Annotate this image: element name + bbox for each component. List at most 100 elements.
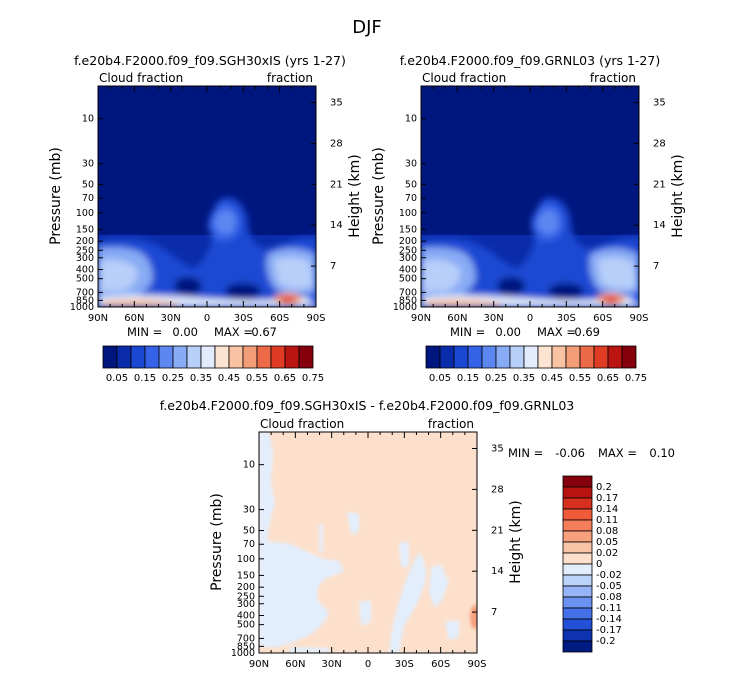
height-tick-label: 35: [491, 444, 504, 455]
x-tick-label: 0: [204, 313, 210, 324]
colorbar-label: 0.02: [596, 548, 618, 559]
colorbar-swatch: [439, 345, 455, 369]
x-tick-label: 90N: [249, 659, 269, 670]
colorbar-swatch: [228, 345, 244, 369]
height-tick-label: 28: [653, 138, 666, 149]
panel-2-colorbar: 0.05 0.15 0.25 0.35 0.45 0.55 0.65 0.75: [425, 345, 647, 384]
height-tick-label: 21: [653, 179, 666, 190]
panel-2-min-value: 0.00: [495, 325, 521, 339]
colorbar-swatch: [144, 345, 160, 369]
panel-1-colorbar: 0.05 0.15 0.25 0.35 0.45 0.55 0.65 0.75: [102, 345, 324, 384]
y-tick-label: 30: [405, 159, 417, 170]
panel-1-max-label: MAX =: [214, 325, 253, 339]
colorbar-label: -0.02: [596, 570, 622, 581]
panel-2-max-label: MAX =: [537, 325, 576, 339]
season-title: DJF: [352, 17, 382, 38]
panel-2-ylabel: Pressure (mb): [371, 147, 387, 245]
colorbar-label: 0.05: [106, 373, 128, 384]
colorbar-swatch: [593, 345, 609, 369]
panel-3-ylabel: Pressure (mb): [209, 493, 225, 591]
colorbar-swatch: [562, 585, 593, 598]
colorbar-swatch: [562, 629, 593, 642]
colorbar-label: 0.45: [541, 373, 563, 384]
x-tick-label: 60N: [447, 313, 467, 324]
y-tick-label: 50: [82, 179, 94, 190]
y-tick-label: 700: [399, 287, 417, 298]
height-tick-label: 7: [653, 261, 659, 272]
colorbar-swatch: [102, 345, 118, 369]
y-tick-label: 1000: [70, 302, 94, 313]
colorbar-label: 0.11: [596, 515, 618, 526]
height-tick-label: 28: [491, 484, 504, 495]
x-tick-label: 30N: [161, 313, 181, 324]
colorbar-swatch: [621, 345, 637, 369]
colorbar-swatch: [562, 607, 593, 620]
x-tick-label: 60S: [270, 313, 289, 324]
colorbar-swatch: [270, 345, 286, 369]
y-tick-label: 10: [405, 114, 417, 125]
colorbar-swatch: [562, 574, 593, 587]
panel-2-right-label: fraction: [590, 71, 636, 85]
x-tick-label: 30S: [234, 313, 253, 324]
y-tick-label: 400: [76, 265, 94, 276]
y-tick-label: 850: [237, 641, 255, 652]
panel-1: f.e20b4.F2000.f09_f09.SGH30xIS (yrs 1-27…: [48, 53, 363, 384]
colorbar-swatch: [495, 345, 511, 369]
colorbar-label: -0.14: [596, 614, 622, 625]
y-tick-label: 850: [399, 295, 417, 306]
panel-3-min-label: MIN =: [508, 446, 543, 460]
panel-2-contour-field: [421, 86, 641, 307]
x-tick-label: 60S: [593, 313, 612, 324]
y-tick-label: 150: [237, 570, 255, 581]
y-tick-label: 10: [243, 460, 255, 471]
y-tick-label: 500: [399, 274, 417, 285]
y-tick-label: 400: [399, 265, 417, 276]
y-tick-label: 200: [237, 582, 255, 593]
panel-3-min-value: -0.06: [555, 446, 585, 460]
y-tick-label: 150: [76, 224, 94, 235]
x-tick-label: 60S: [431, 659, 450, 670]
panel-2-title: f.e20b4.F2000.f09_f09.GRNL03 (yrs 1-27): [400, 53, 660, 68]
y-tick-label: 100: [237, 554, 255, 565]
x-tick-label: 60N: [124, 313, 144, 324]
y-tick-label: 200: [399, 236, 417, 247]
colorbar-swatch: [562, 530, 593, 543]
colorbar-label: 0: [596, 559, 602, 570]
panel-3-left-label: Cloud fraction: [260, 417, 344, 431]
x-tick-label: 0: [527, 313, 533, 324]
panel-3-max-label: MAX =: [598, 446, 637, 460]
panel-3: f.e20b4.F2000.f09_f09.SGH30xIS - f.e20b4…: [160, 398, 675, 670]
colorbar-label: -0.05: [596, 581, 622, 592]
x-tick-label: 30N: [322, 659, 342, 670]
panel-3-colorbar: 0.20.170.140.110.080.050.020-0.02-0.05-0…: [562, 475, 622, 653]
y-tick-label: 70: [243, 539, 255, 550]
colorbar-swatch: [298, 345, 314, 369]
height-tick-label: 21: [330, 179, 343, 190]
y-tick-label: 200: [76, 236, 94, 247]
y-tick-label: 500: [237, 620, 255, 631]
colorbar-label: -0.08: [596, 592, 622, 603]
colorbar-swatch: [481, 345, 497, 369]
y-tick-label: 250: [237, 591, 255, 602]
panel-1-min-value: 0.00: [172, 325, 198, 339]
panel-1-right-label: fraction: [267, 71, 313, 85]
height-tick-label: 7: [491, 607, 497, 618]
colorbar-label: 0.45: [218, 373, 240, 384]
colorbar-label: 0.25: [485, 373, 507, 384]
y-tick-label: 50: [243, 525, 255, 536]
panel-1-ylabel: Pressure (mb): [48, 147, 64, 245]
y-tick-label: 100: [399, 208, 417, 219]
colorbar-label: -0.17: [596, 625, 622, 636]
colorbar-swatch: [284, 345, 300, 369]
panel-3-right-label: fraction: [428, 417, 474, 431]
colorbar-swatch: [425, 345, 441, 369]
panel-3-x-axis: 90N 60N 30N 0 30S 60S 90S: [249, 432, 487, 670]
y-tick-label: 300: [399, 253, 417, 264]
colorbar-label: 0.75: [625, 373, 647, 384]
colorbar-label: 0.14: [596, 504, 618, 515]
colorbar-swatch: [579, 345, 595, 369]
colorbar-swatch: [562, 519, 593, 532]
